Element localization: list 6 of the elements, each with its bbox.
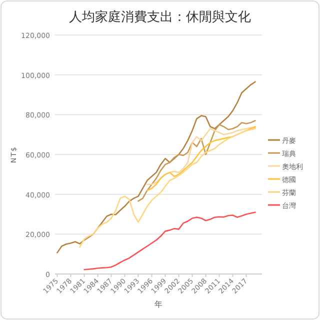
line-series [79, 128, 256, 248]
x-axis-title: 年 [154, 300, 162, 309]
line-series [84, 212, 256, 270]
chart-title: 人均家庭消費支出：休閒與文化 [69, 9, 251, 25]
line-series [56, 81, 256, 254]
line-series [138, 120, 256, 202]
